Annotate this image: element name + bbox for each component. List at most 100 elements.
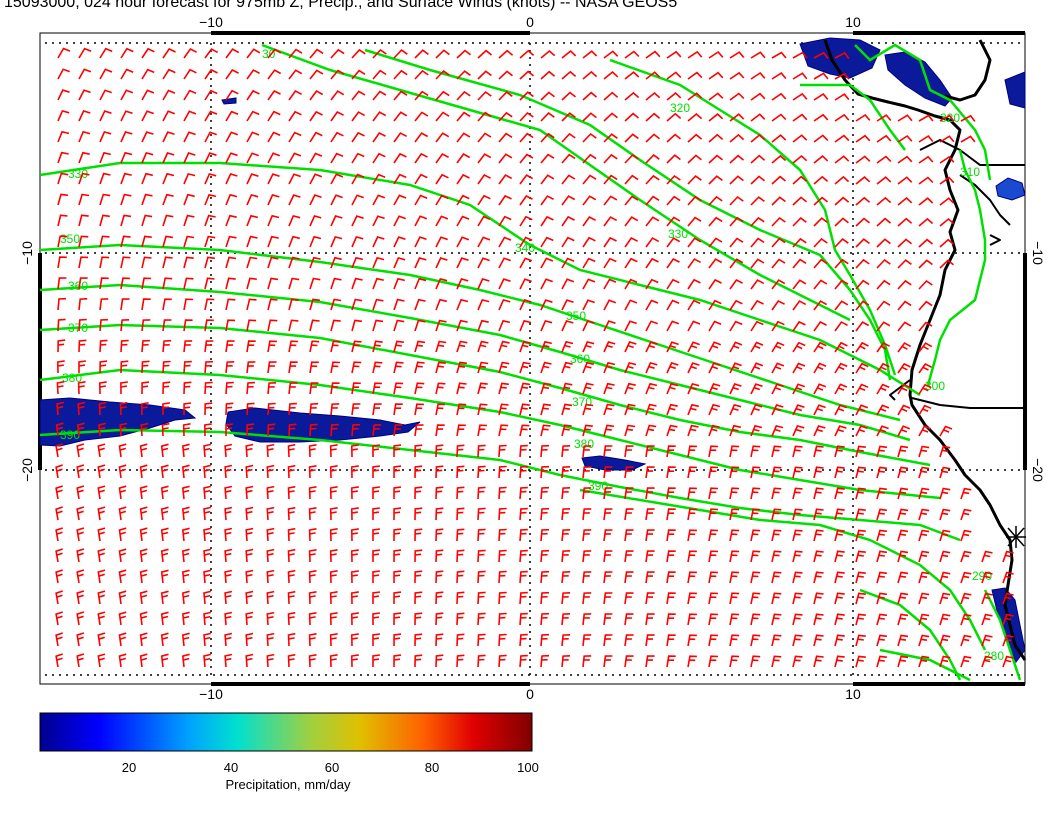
wind-barb bbox=[750, 113, 766, 122]
wind-barb bbox=[435, 70, 450, 80]
wind-barb bbox=[792, 362, 806, 374]
wind-barb bbox=[813, 217, 828, 227]
wind-barb bbox=[561, 299, 574, 311]
wind-barb bbox=[792, 113, 808, 122]
wind-barb bbox=[939, 217, 955, 227]
wind-barb bbox=[288, 277, 300, 290]
wind-barb bbox=[750, 655, 761, 668]
wind-barb bbox=[55, 422, 64, 437]
wind-barb bbox=[78, 193, 90, 206]
wind-barb bbox=[855, 196, 871, 206]
wind-barb bbox=[225, 110, 239, 122]
wind-barb bbox=[645, 174, 660, 185]
wind-barb bbox=[666, 278, 680, 290]
wind-barb bbox=[204, 214, 216, 227]
wind-barb bbox=[897, 425, 911, 437]
wind-barb bbox=[729, 634, 740, 647]
wind-barb bbox=[666, 195, 681, 206]
wind-barb bbox=[330, 235, 343, 248]
wind-barb bbox=[582, 91, 598, 101]
wind-barb bbox=[120, 339, 129, 353]
wind-barb bbox=[287, 506, 296, 521]
wind-barb bbox=[414, 194, 428, 206]
wind-barb bbox=[876, 362, 890, 374]
wind-barb bbox=[939, 176, 955, 185]
wind-barb bbox=[603, 361, 616, 374]
wind-barb bbox=[477, 278, 490, 290]
wind-barb bbox=[897, 155, 913, 164]
wind-barb bbox=[56, 401, 65, 416]
wind-barb bbox=[645, 216, 660, 227]
contour-label: 320 bbox=[670, 101, 690, 115]
wind-barb bbox=[897, 487, 909, 500]
wind-barb bbox=[792, 404, 805, 416]
wind-barb bbox=[120, 110, 133, 122]
wind-barb bbox=[960, 655, 972, 668]
wind-barb bbox=[876, 592, 888, 605]
wind-barb bbox=[372, 48, 387, 59]
wind-barb bbox=[78, 360, 87, 373]
wind-barb bbox=[708, 529, 719, 542]
wind-barb bbox=[792, 466, 803, 479]
wind-barb bbox=[624, 508, 634, 521]
wind-barb bbox=[918, 425, 932, 437]
wind-barb bbox=[771, 341, 785, 353]
wind-barb bbox=[834, 425, 847, 437]
wind-barb bbox=[245, 548, 254, 563]
wind-barb bbox=[834, 529, 845, 542]
wind-barb bbox=[183, 68, 197, 80]
wind-barb bbox=[603, 424, 615, 437]
wind-barb bbox=[246, 319, 257, 332]
wind-barb bbox=[918, 238, 934, 248]
wind-barb bbox=[981, 592, 993, 605]
wind-barb bbox=[876, 634, 888, 647]
wind-barb bbox=[78, 130, 91, 143]
wind-barb bbox=[960, 135, 976, 143]
wind-barb bbox=[225, 340, 235, 353]
wind-barb bbox=[330, 90, 345, 101]
wind-barb bbox=[498, 403, 509, 416]
wind-barb bbox=[203, 527, 211, 542]
wind-barb bbox=[855, 550, 866, 563]
wind-barb bbox=[372, 90, 387, 101]
wind-barb bbox=[876, 425, 889, 437]
wind-barb bbox=[118, 632, 127, 647]
wind-barb bbox=[939, 114, 955, 122]
wind-barb bbox=[245, 443, 254, 458]
wind-barb bbox=[771, 508, 782, 521]
wind-barb bbox=[78, 89, 91, 101]
wind-barb bbox=[162, 110, 176, 122]
wind-barb bbox=[224, 464, 233, 479]
wind-barb bbox=[855, 529, 866, 542]
wind-barb bbox=[120, 298, 130, 311]
wind-barb bbox=[645, 382, 658, 395]
wind-barb bbox=[76, 464, 85, 479]
wind-barb bbox=[624, 112, 640, 122]
wind-barb bbox=[561, 215, 575, 227]
wind-barb bbox=[435, 507, 444, 521]
wind-barb bbox=[750, 508, 761, 521]
wind-barb bbox=[288, 89, 302, 101]
wind-barb bbox=[729, 571, 740, 584]
wind-barb bbox=[834, 175, 850, 185]
wind-barb bbox=[225, 277, 236, 290]
wind-barb bbox=[245, 611, 254, 626]
wind-barb bbox=[160, 464, 169, 479]
wind-barb bbox=[960, 592, 972, 605]
wind-barb bbox=[267, 235, 279, 248]
wind-barb bbox=[540, 340, 552, 353]
wind-barb bbox=[792, 445, 803, 458]
wind-barb bbox=[162, 277, 173, 290]
wind-barb bbox=[771, 92, 787, 101]
wind-barb bbox=[225, 48, 240, 59]
wind-barb bbox=[266, 611, 275, 626]
wind-barb bbox=[97, 548, 106, 563]
wind-barb bbox=[55, 548, 63, 563]
wind-barb bbox=[141, 47, 155, 59]
wind-barb bbox=[897, 176, 913, 185]
wind-barb bbox=[414, 132, 429, 143]
wind-barb bbox=[351, 277, 363, 290]
wind-barb bbox=[203, 443, 211, 458]
wind-barb bbox=[477, 486, 486, 500]
wind-barb bbox=[78, 256, 89, 269]
